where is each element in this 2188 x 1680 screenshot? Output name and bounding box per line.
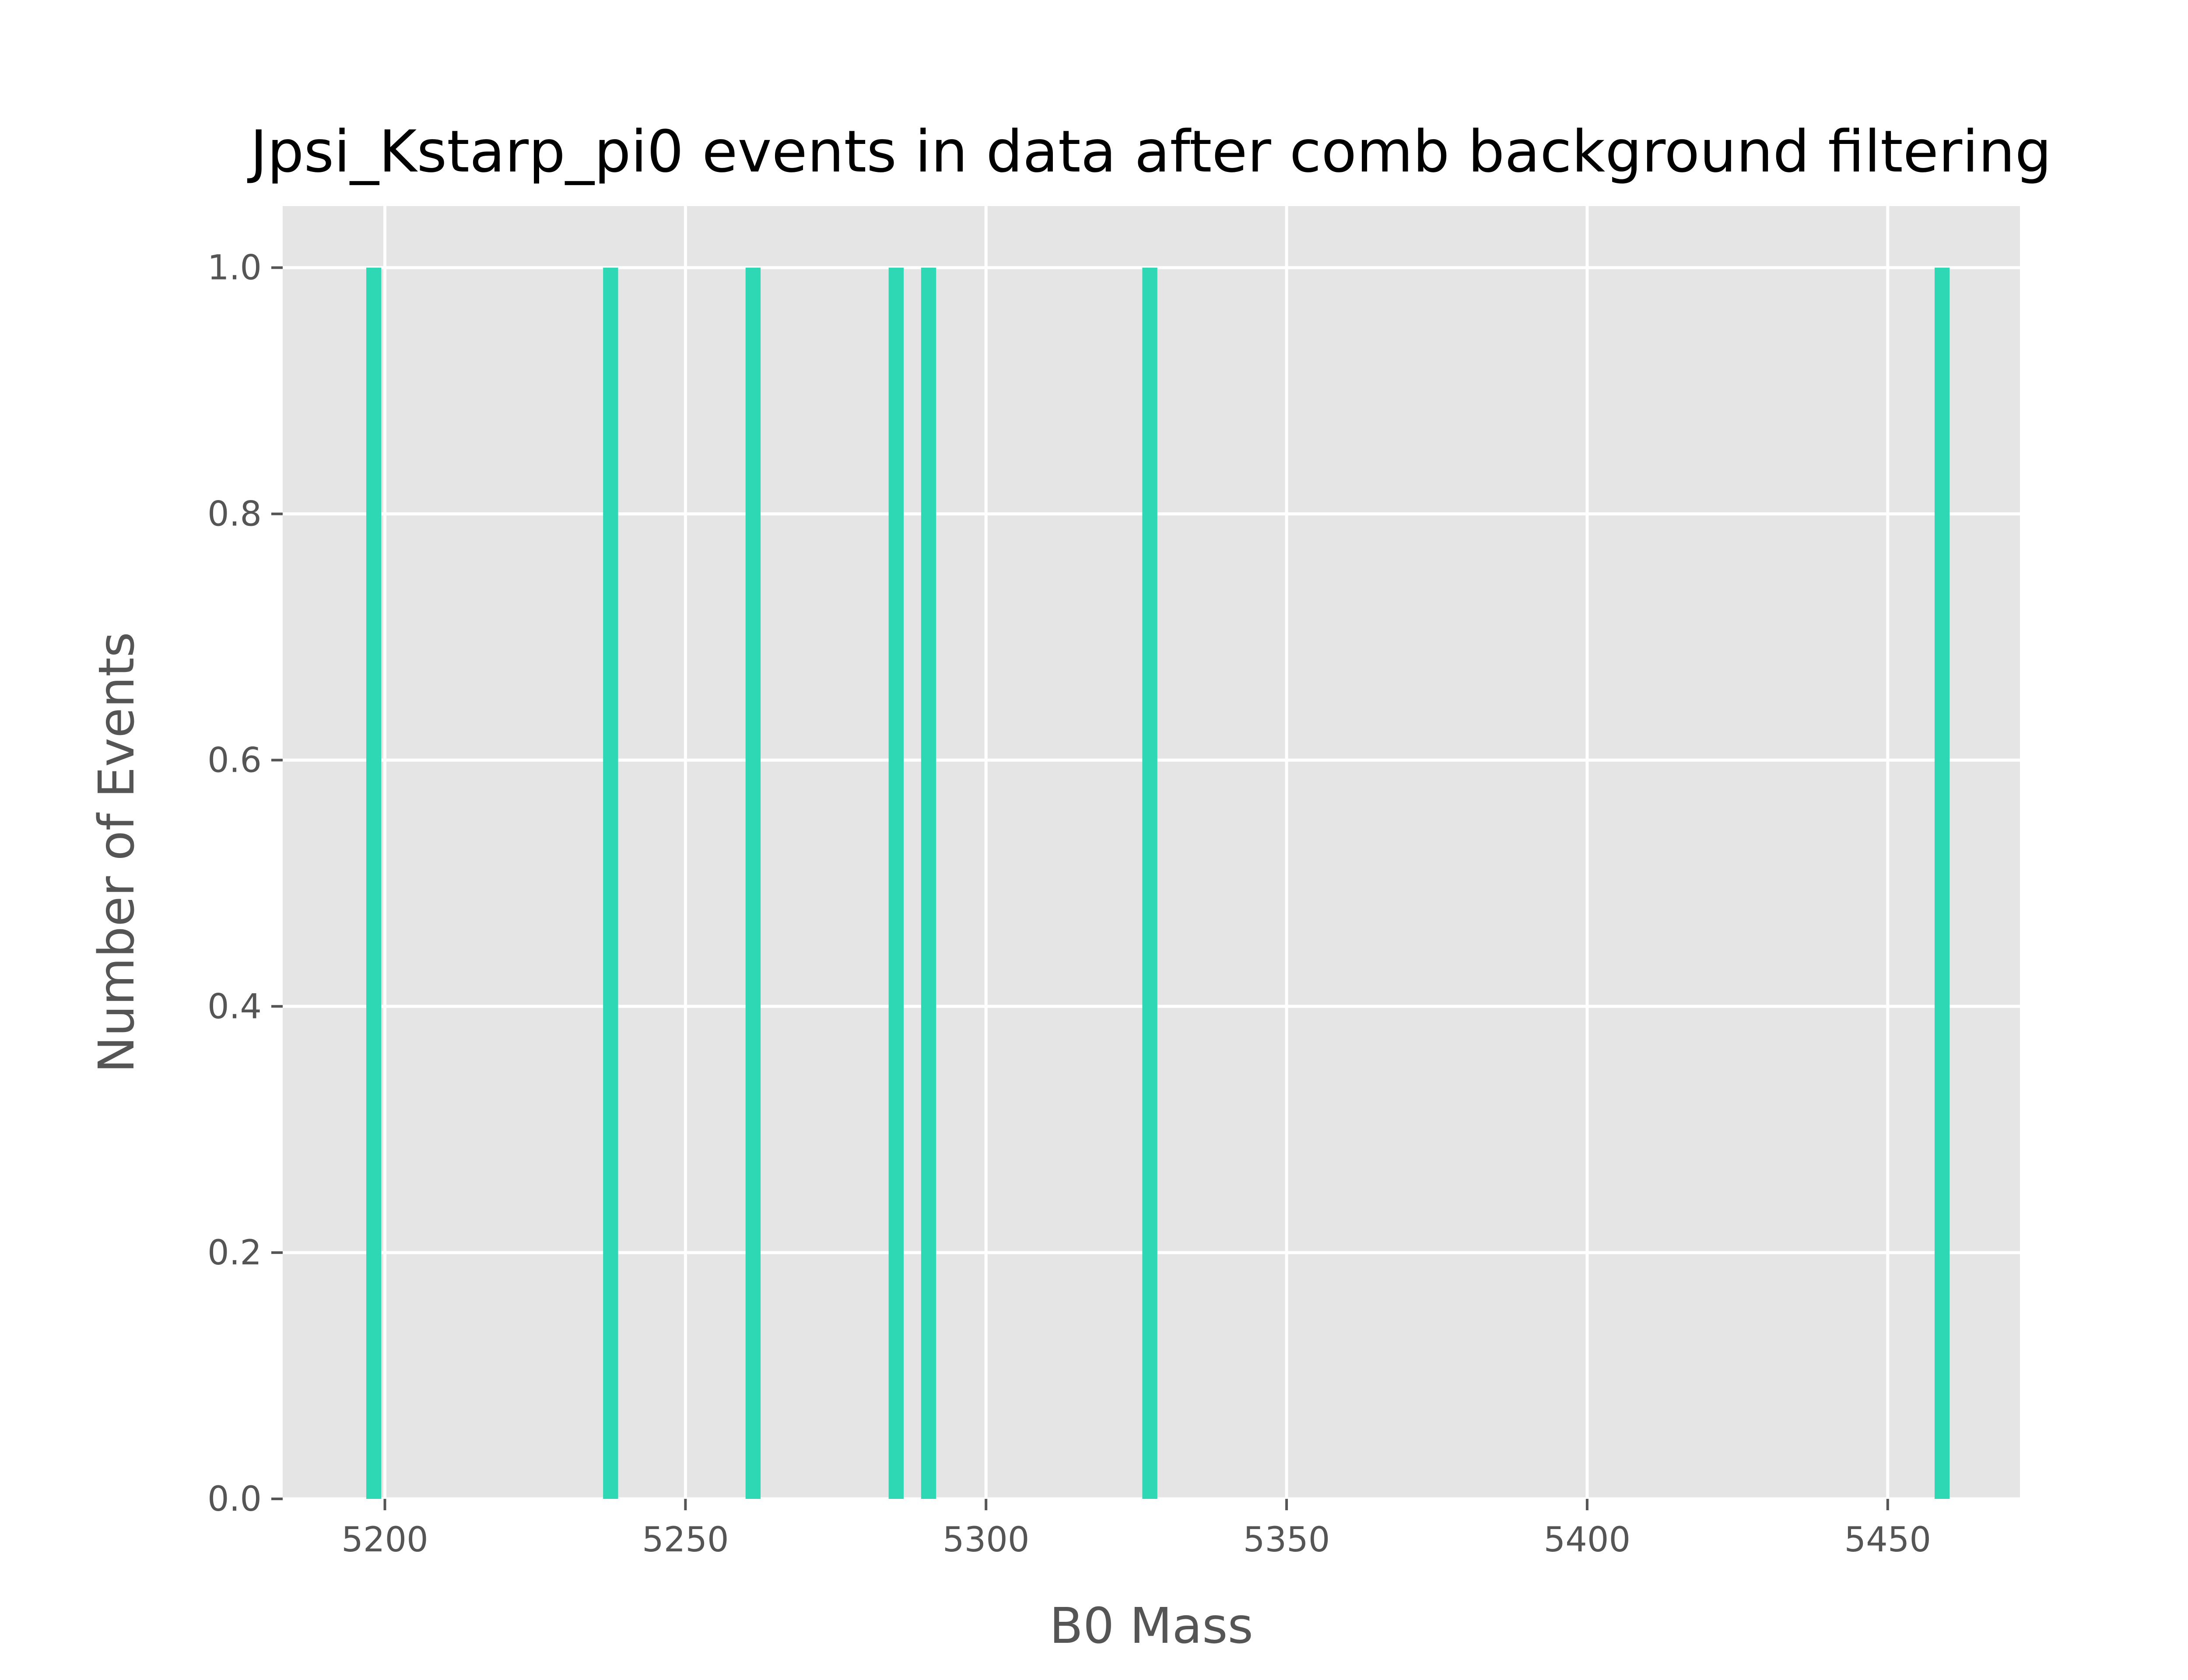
x-tick-label: 5400 [1544,1520,1631,1560]
chart-title: Jpsi_Kstarp_pi0 events in data after com… [247,118,2052,186]
histogram-bar [1934,267,1950,1499]
x-tick-label: 5250 [642,1520,729,1560]
x-tick-label: 5450 [1844,1520,1932,1560]
histogram-bar [366,267,382,1499]
histogram-bar [888,267,904,1499]
y-axis-label: Number of Events [88,632,145,1073]
histogram-bar [921,267,936,1499]
histogram-bar [745,267,761,1499]
y-tick-label: 0.8 [207,495,262,534]
x-tick-label: 5200 [341,1520,428,1560]
bars-group [366,267,1950,1499]
axis-ticks: 5200 5250 5300 5350 5400 5450 0.0 0.2 0.4 0.6 0.8 1… [207,248,1931,1560]
x-tick-label: 5350 [1243,1520,1330,1560]
y-tick-label: 0.2 [207,1233,262,1273]
y-tick-label: 0.0 [207,1480,262,1519]
histogram-bar [603,267,618,1499]
y-tick-label: 0.4 [207,987,262,1026]
histogram-bar [1142,267,1157,1499]
y-tick-label: 0.6 [207,741,262,780]
y-tick-label: 1.0 [207,248,262,288]
x-axis-label: B0 Mass [1049,1598,1253,1655]
x-tick-label: 5300 [943,1520,1030,1560]
